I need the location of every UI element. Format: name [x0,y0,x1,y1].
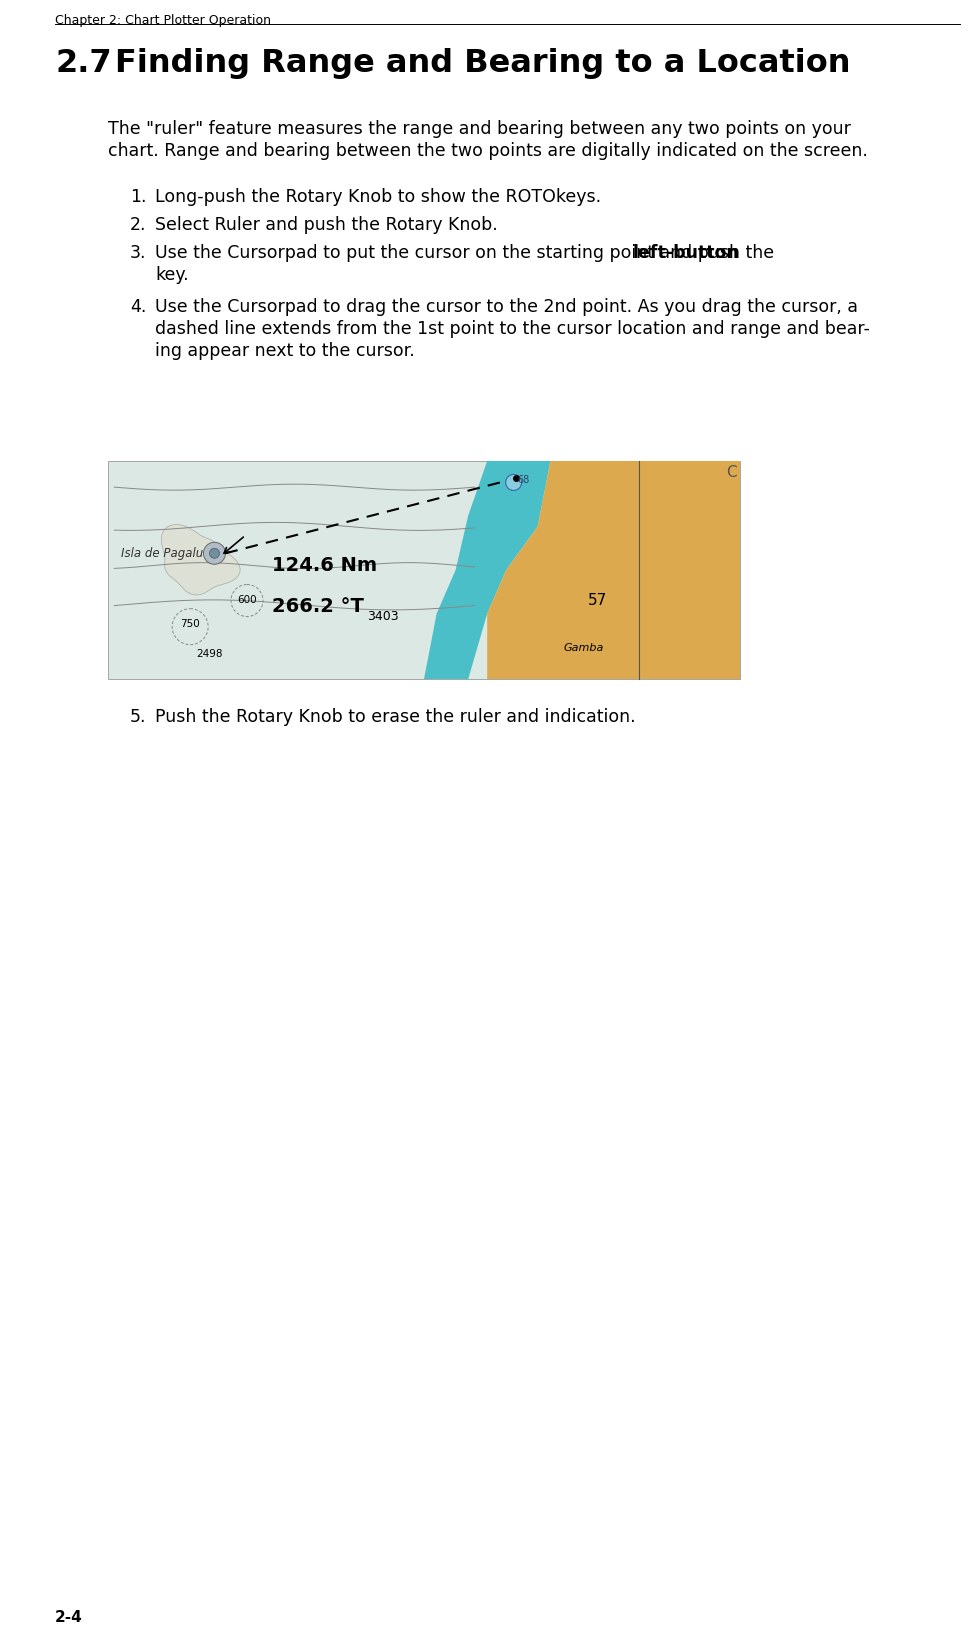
Text: 3.: 3. [130,244,147,262]
Text: 2.7: 2.7 [55,48,112,79]
Text: 2.: 2. [130,216,147,234]
Text: dashed line extends from the 1st point to the cursor location and range and bear: dashed line extends from the 1st point t… [155,320,870,338]
Text: Push the Rotary Knob to erase the ruler and indication.: Push the Rotary Knob to erase the ruler … [155,708,636,726]
Text: Gamba: Gamba [563,642,603,652]
Text: 1.: 1. [130,188,147,207]
Text: left-button: left-button [632,244,739,262]
Text: Use the Cursorpad to put the cursor on the starting point and push the: Use the Cursorpad to put the cursor on t… [155,244,780,262]
Text: 57: 57 [588,592,608,608]
Text: Long-push the Rotary Knob to show the ROTOkeys.: Long-push the Rotary Knob to show the RO… [155,188,601,207]
Text: 2498: 2498 [196,649,223,659]
Polygon shape [487,462,740,680]
Circle shape [506,475,521,492]
Text: 3403: 3403 [367,610,399,623]
Polygon shape [424,462,551,680]
Text: ing appear next to the cursor.: ing appear next to the cursor. [155,343,415,361]
Text: Finding Range and Bearing to a Location: Finding Range and Bearing to a Location [115,48,851,79]
Text: 124.6 Nm: 124.6 Nm [272,556,378,574]
Text: 750: 750 [181,618,200,628]
Text: 4.: 4. [130,298,147,316]
Polygon shape [161,524,240,595]
Text: Chapter 2: Chart Plotter Operation: Chapter 2: Chart Plotter Operation [55,15,271,26]
Text: key.: key. [155,266,188,284]
Text: C: C [726,465,737,480]
Text: Select Ruler and push the Rotary Knob.: Select Ruler and push the Rotary Knob. [155,216,498,234]
Text: The "ruler" feature measures the range and bearing between any two points on you: The "ruler" feature measures the range a… [108,120,851,138]
Circle shape [204,543,225,565]
Text: 600: 600 [237,595,256,605]
Circle shape [210,549,219,559]
Text: Use the Cursorpad to drag the cursor to the 2nd point. As you drag the cursor, a: Use the Cursorpad to drag the cursor to … [155,298,858,316]
Text: 5.: 5. [130,708,147,726]
Text: chart. Range and bearing between the two points are digitally indicated on the s: chart. Range and bearing between the two… [108,143,868,161]
Text: Isla de Pagalu: Isla de Pagalu [120,547,203,559]
Text: 68: 68 [518,475,530,485]
Text: 266.2 °T: 266.2 °T [272,597,364,616]
Bar [108,462,740,680]
Text: 2-4: 2-4 [55,1609,83,1624]
